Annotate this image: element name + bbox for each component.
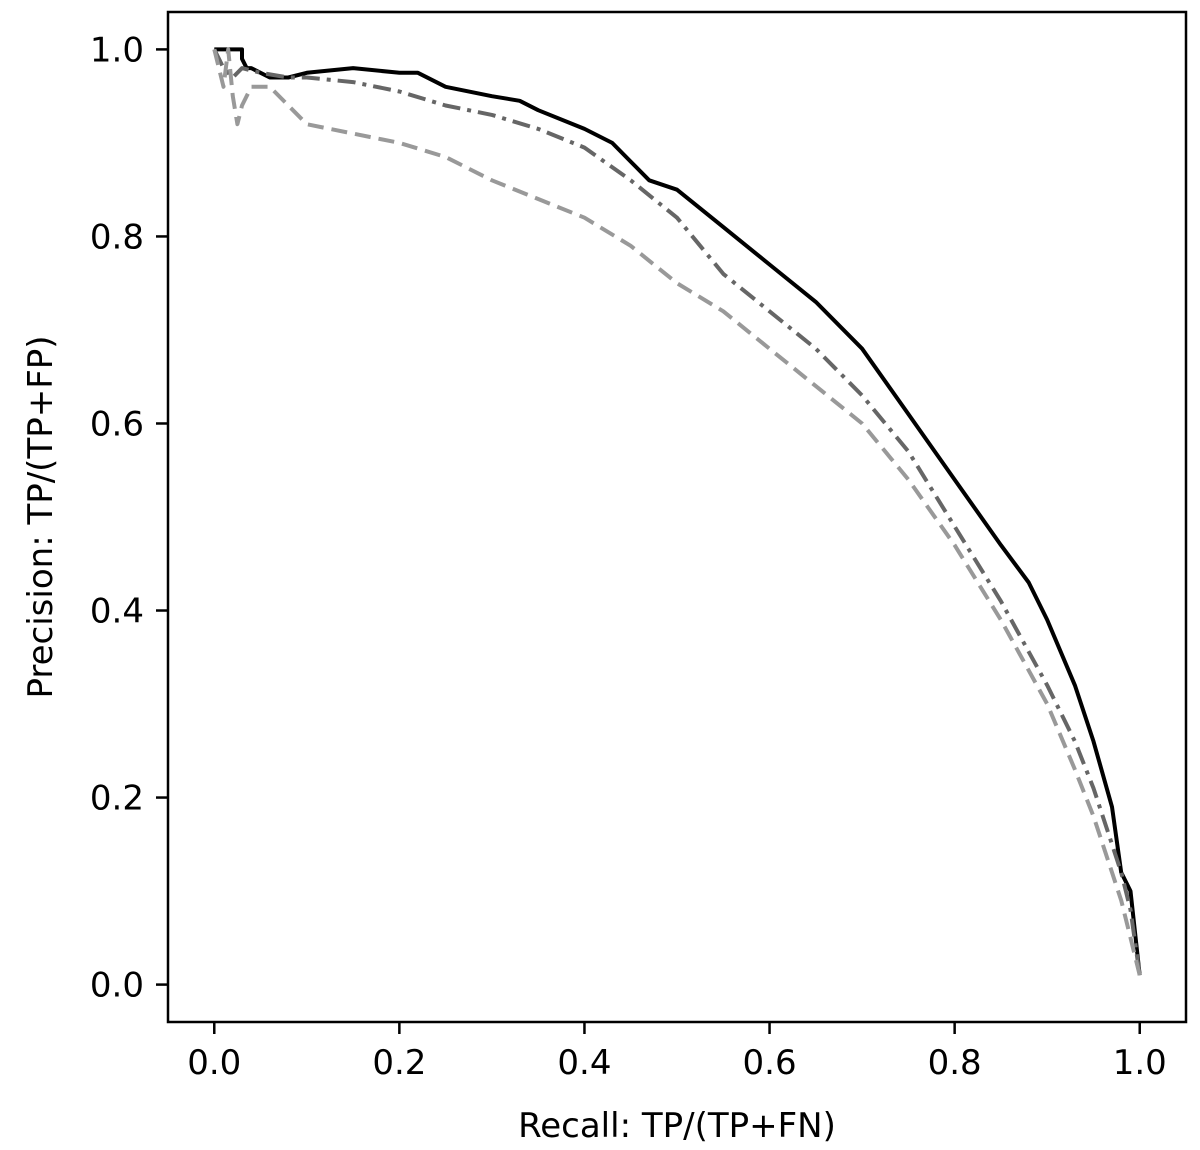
x-tick-label: 0.6	[743, 1043, 797, 1083]
y-tick-label: 0.6	[90, 404, 144, 444]
y-tick-label: 1.0	[90, 30, 144, 70]
x-axis-label: Recall: TP/(TP+FN)	[518, 1106, 836, 1146]
y-axis-ticks: 0.0 0.2 0.4 0.6 0.8 1.0	[90, 30, 168, 1006]
series-layer	[212, 47, 1142, 976]
plot-area	[168, 12, 1186, 1022]
y-axis-label: Precision: TP/(TP+FP)	[21, 335, 61, 698]
series-2-line	[212, 48, 1142, 976]
y-tick-label: 0.8	[90, 217, 144, 257]
x-tick-label: 0.2	[372, 1043, 426, 1083]
x-tick-label: 1.0	[1113, 1043, 1167, 1083]
x-tick-label: 0.8	[928, 1043, 982, 1083]
x-axis-ticks: 0.0 0.2 0.4 0.6 0.8 1.0	[187, 1022, 1167, 1083]
x-tick-label: 0.4	[557, 1043, 611, 1083]
y-tick-label: 0.2	[90, 779, 144, 819]
series-3-line	[212, 47, 1142, 976]
x-tick-label: 0.0	[187, 1043, 241, 1083]
plot-frame	[166, 10, 1188, 1024]
y-tick-label: 0.0	[90, 966, 144, 1006]
y-tick-label: 0.4	[90, 592, 144, 632]
